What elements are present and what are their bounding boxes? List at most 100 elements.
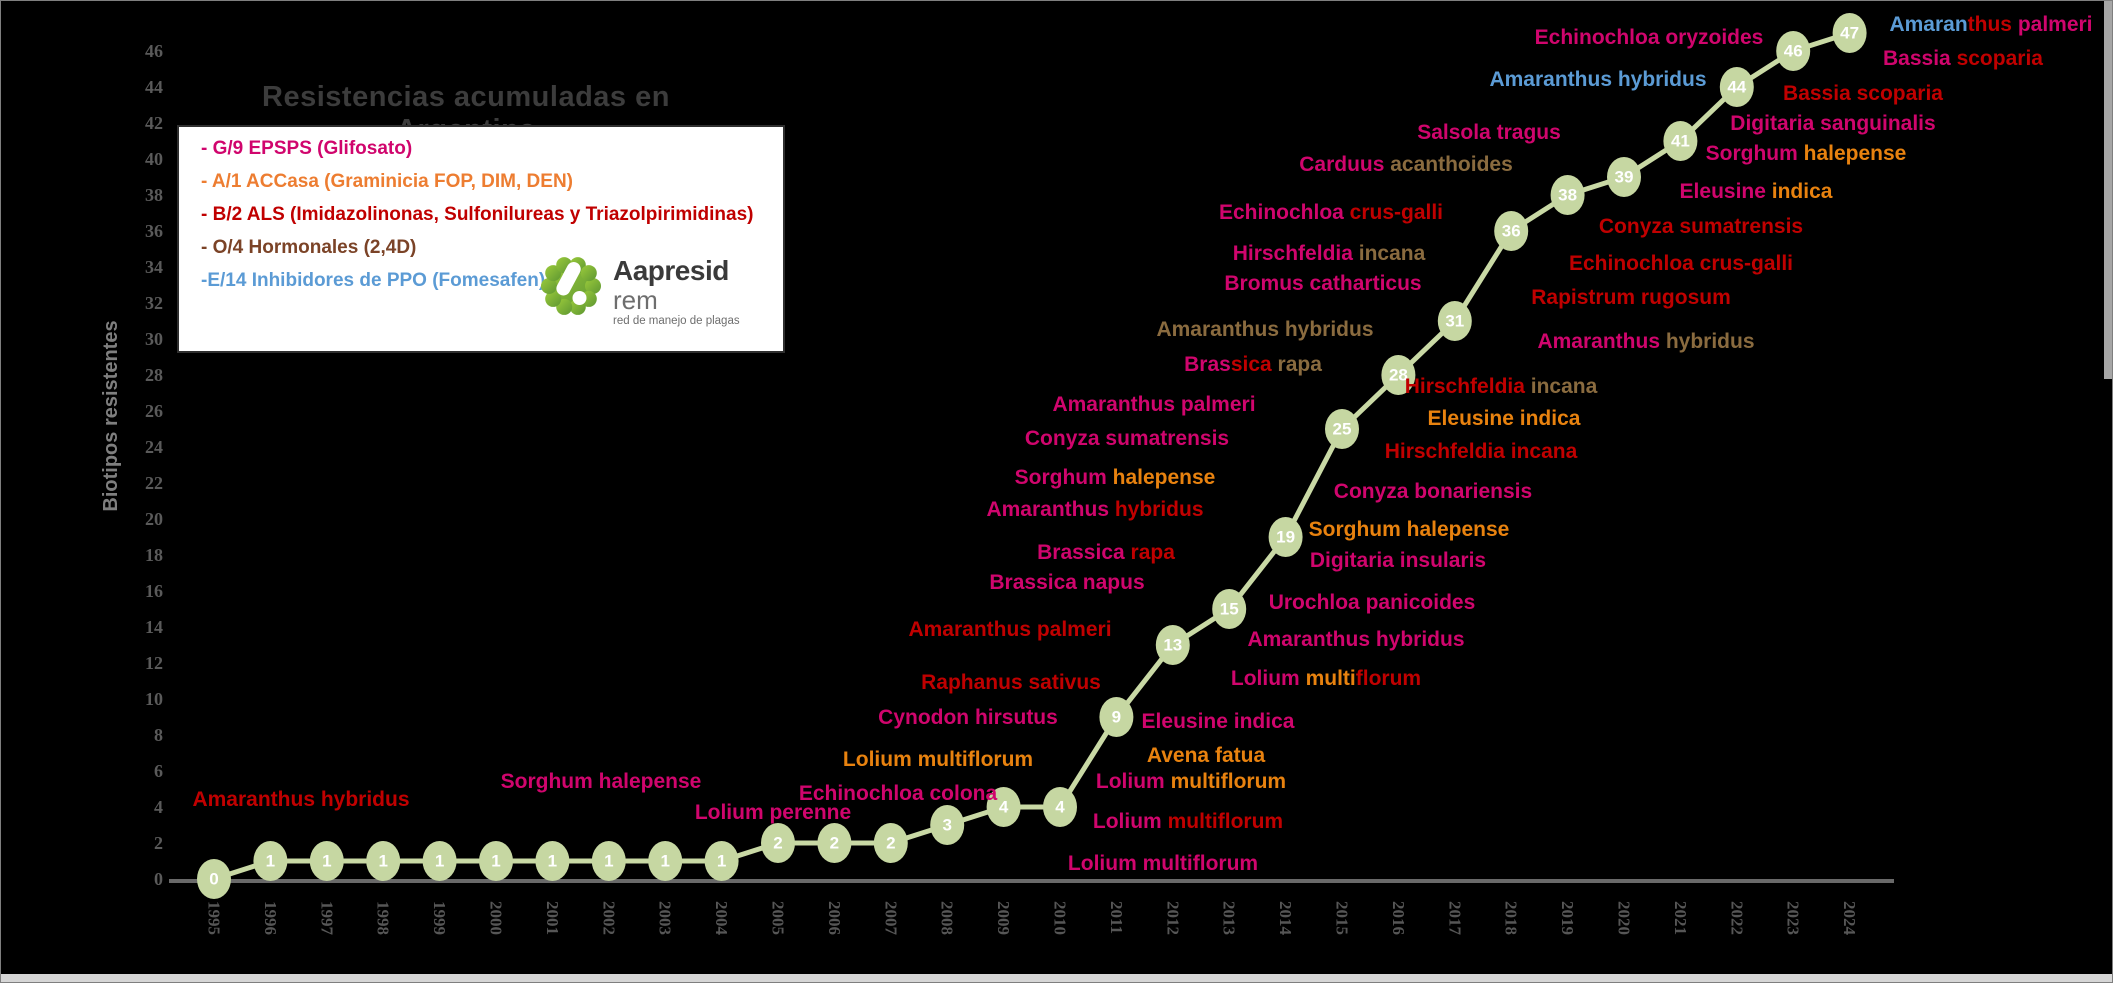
- species-annotation: Amaranthus hybridus: [192, 788, 409, 811]
- data-point-marker[interactable]: [817, 823, 852, 863]
- data-point-marker[interactable]: [1832, 13, 1867, 53]
- species-annotation: Avena fatua: [1147, 744, 1266, 767]
- y-tick-label: 4: [154, 797, 163, 817]
- data-point-marker[interactable]: [986, 787, 1021, 827]
- data-point-marker[interactable]: [309, 841, 344, 881]
- data-point-value: 1: [491, 852, 500, 871]
- y-tick-label: 30: [145, 329, 163, 349]
- data-point-2022[interactable]: 44: [1719, 67, 1754, 107]
- data-point-marker[interactable]: [422, 841, 457, 881]
- species-annotation: Amaranthus palmeri: [1052, 393, 1255, 416]
- data-point-marker[interactable]: [535, 841, 570, 881]
- data-point-2001[interactable]: 1: [535, 841, 570, 881]
- data-point-marker[interactable]: [761, 823, 795, 863]
- species-annotation: Lolium multiflorum: [843, 748, 1033, 771]
- data-point-marker[interactable]: [1268, 517, 1303, 557]
- data-point-2021[interactable]: 41: [1663, 121, 1698, 161]
- data-point-marker[interactable]: [704, 841, 739, 881]
- data-point-2008[interactable]: 3: [930, 805, 965, 845]
- data-point-marker[interactable]: [1663, 121, 1698, 161]
- data-point-marker[interactable]: [1437, 301, 1472, 341]
- data-point-marker[interactable]: [197, 859, 231, 899]
- data-point-2000[interactable]: 1: [479, 841, 513, 881]
- x-tick-label-year: 2005: [769, 901, 788, 935]
- species-annotation: Eleusine indica: [1142, 710, 1295, 733]
- data-point-2007[interactable]: 2: [873, 823, 908, 863]
- data-point-marker[interactable]: [253, 841, 288, 881]
- data-point-2005[interactable]: 2: [761, 823, 795, 863]
- x-tick-label-year: 2021: [1671, 901, 1690, 935]
- data-point-marker[interactable]: [648, 841, 683, 881]
- legend-item: -E/14 Inhibidores de PPO (Fomesafen): [201, 270, 546, 291]
- x-tick-label-year: 2020: [1615, 901, 1634, 935]
- data-point-2006[interactable]: 2: [817, 823, 852, 863]
- data-point-value: 39: [1615, 168, 1634, 187]
- data-point-marker[interactable]: [873, 823, 908, 863]
- data-point-1995[interactable]: 0: [197, 859, 231, 899]
- data-point-2014[interactable]: 19: [1268, 517, 1303, 557]
- data-point-2020[interactable]: 39: [1607, 157, 1641, 197]
- x-tick-label-year: 1998: [374, 901, 393, 935]
- data-point-1999[interactable]: 1: [422, 841, 457, 881]
- data-point-marker[interactable]: [1550, 175, 1585, 215]
- data-point-2004[interactable]: 1: [704, 841, 739, 881]
- data-point-1996[interactable]: 1: [253, 841, 288, 881]
- species-annotation: Eleusine indica: [1428, 407, 1581, 430]
- x-tick-label-year: 1995: [205, 901, 224, 935]
- data-point-marker[interactable]: [930, 805, 965, 845]
- data-point-2015[interactable]: 25: [1325, 409, 1359, 449]
- data-point-2024[interactable]: 47: [1832, 13, 1867, 53]
- data-point-marker[interactable]: [1607, 157, 1641, 197]
- x-tick-label-year: 1996: [261, 901, 280, 935]
- data-point-marker[interactable]: [1043, 787, 1077, 827]
- species-annotation: Conyza bonariensis: [1334, 480, 1532, 503]
- data-point-marker[interactable]: [1155, 625, 1190, 665]
- species-annotation: Sorghum halepense: [1309, 518, 1510, 541]
- species-annotation: Lolium perenne: [695, 801, 851, 824]
- data-point-marker[interactable]: [1099, 697, 1134, 737]
- species-annotation: Echinochloa oryzoides: [1535, 26, 1764, 49]
- vertical-scrollbar-thumb[interactable]: [2104, 1, 2112, 379]
- x-tick-label-year: 2001: [543, 901, 562, 935]
- data-point-2013[interactable]: 15: [1212, 589, 1247, 629]
- data-point-marker[interactable]: [1494, 211, 1529, 251]
- x-tick-label-year: 2010: [1051, 901, 1070, 935]
- data-point-1998[interactable]: 1: [366, 841, 401, 881]
- data-point-marker[interactable]: [366, 841, 401, 881]
- data-point-2019[interactable]: 38: [1550, 175, 1585, 215]
- data-point-2018[interactable]: 36: [1494, 211, 1529, 251]
- data-point-marker[interactable]: [1381, 355, 1416, 395]
- species-annotation: Sorghum halepense: [1015, 466, 1216, 489]
- data-point-marker[interactable]: [591, 841, 626, 881]
- data-point-2003[interactable]: 1: [648, 841, 683, 881]
- y-tick-label: 12: [145, 653, 163, 673]
- data-point-marker[interactable]: [479, 841, 513, 881]
- data-point-marker[interactable]: [1212, 589, 1247, 629]
- species-annotation: Bassia scoparia: [1783, 82, 1943, 105]
- data-point-2017[interactable]: 31: [1437, 301, 1472, 341]
- legend-item: - G/9 EPSPS (Glifosato): [201, 138, 413, 159]
- data-point-2009[interactable]: 4: [986, 787, 1021, 827]
- y-axis-title: Biotipos resistentes: [100, 320, 122, 511]
- y-tick-label: 8: [154, 725, 163, 745]
- data-point-value: 2: [773, 834, 782, 853]
- data-point-2002[interactable]: 1: [591, 841, 626, 881]
- data-point-1997[interactable]: 1: [309, 841, 344, 881]
- data-point-2016[interactable]: 28: [1381, 355, 1416, 395]
- data-point-value: 1: [266, 852, 275, 871]
- data-point-marker[interactable]: [1325, 409, 1359, 449]
- data-point-marker[interactable]: [1776, 31, 1811, 71]
- x-tick-label-year: 2004: [712, 901, 731, 936]
- species-annotation: Raphanus sativus: [921, 671, 1101, 694]
- species-annotation: Lolium multiflorum: [1093, 810, 1283, 833]
- data-point-2012[interactable]: 13: [1155, 625, 1190, 665]
- data-point-2023[interactable]: 46: [1776, 31, 1811, 71]
- x-tick-label-year: 2002: [599, 901, 618, 935]
- data-point-2010[interactable]: 4: [1043, 787, 1077, 827]
- species-annotation: Eleusine indica: [1680, 180, 1833, 203]
- species-annotation: Hirschfeldia incana: [1405, 375, 1598, 398]
- data-point-2011[interactable]: 9: [1099, 697, 1134, 737]
- y-tick-label: 26: [145, 401, 163, 421]
- data-point-marker[interactable]: [1719, 67, 1754, 107]
